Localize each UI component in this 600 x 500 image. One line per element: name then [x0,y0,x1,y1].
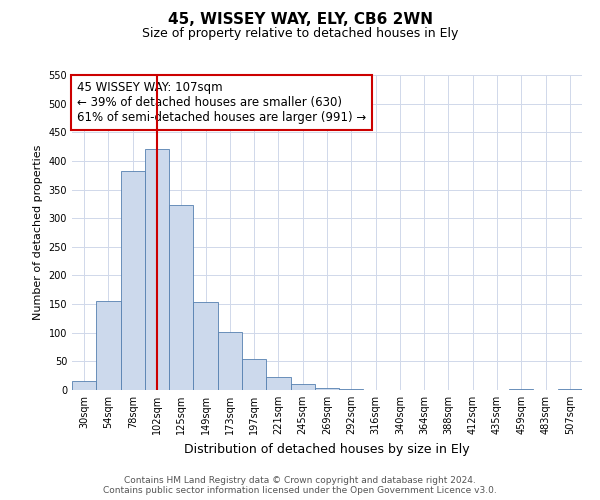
Text: 45, WISSEY WAY, ELY, CB6 2WN: 45, WISSEY WAY, ELY, CB6 2WN [167,12,433,28]
Bar [193,302,218,390]
Bar [242,359,266,390]
Bar [121,170,145,390]
Text: 45 WISSEY WAY: 107sqm
← 39% of detached houses are smaller (630)
61% of semi-det: 45 WISSEY WAY: 107sqm ← 39% of detached … [77,82,367,124]
Y-axis label: Number of detached properties: Number of detached properties [33,145,43,320]
Bar [145,150,169,390]
X-axis label: Distribution of detached houses by size in Ely: Distribution of detached houses by size … [184,442,470,456]
Bar [266,378,290,390]
Bar [290,384,315,390]
Bar [72,382,96,390]
Bar [169,205,193,390]
Text: Size of property relative to detached houses in Ely: Size of property relative to detached ho… [142,28,458,40]
Bar [96,301,121,390]
Text: Contains HM Land Registry data © Crown copyright and database right 2024.
Contai: Contains HM Land Registry data © Crown c… [103,476,497,495]
Bar [315,388,339,390]
Bar [218,332,242,390]
Bar [558,389,582,390]
